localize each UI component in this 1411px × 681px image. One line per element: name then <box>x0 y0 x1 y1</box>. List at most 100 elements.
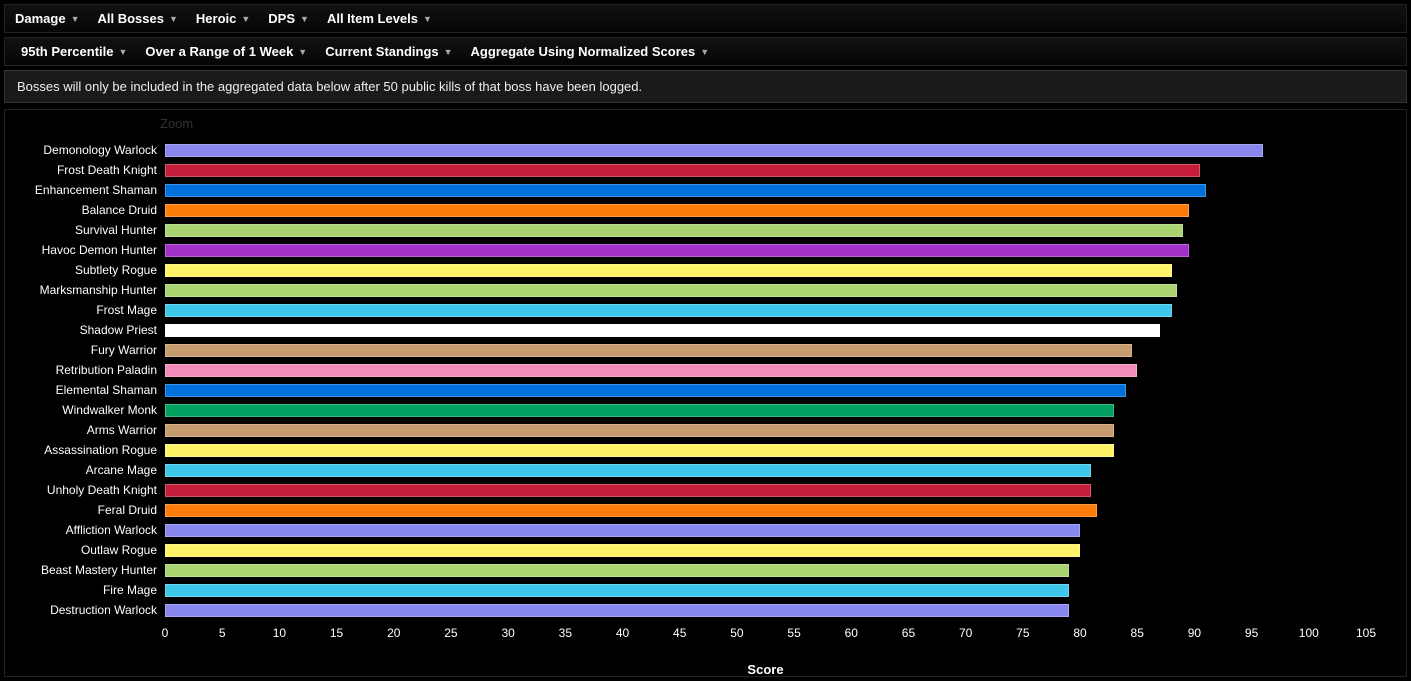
x-axis-tick: 0 <box>162 626 169 640</box>
y-axis-label: Assassination Rogue <box>5 440 165 460</box>
x-axis-tick: 55 <box>787 626 800 640</box>
x-axis-tick: 20 <box>387 626 400 640</box>
chart-bar[interactable] <box>165 384 1126 397</box>
bar-row <box>165 440 1366 460</box>
chart-bar[interactable] <box>165 604 1069 617</box>
chart-bar[interactable] <box>165 164 1200 177</box>
bar-row <box>165 480 1366 500</box>
chart-bar[interactable] <box>165 584 1069 597</box>
y-axis-label: Havoc Demon Hunter <box>5 240 165 260</box>
bar-row <box>165 460 1366 480</box>
y-axis-label: Unholy Death Knight <box>5 480 165 500</box>
bar-row <box>165 420 1366 440</box>
chart-bar[interactable] <box>165 404 1114 417</box>
filter-dropdown[interactable]: DPS ▼ <box>268 11 309 26</box>
filter-label: All Bosses <box>98 11 164 26</box>
chart-bar[interactable] <box>165 284 1177 297</box>
chart-bar[interactable] <box>165 444 1114 457</box>
bar-row <box>165 600 1366 620</box>
bar-row <box>165 240 1366 260</box>
chevron-down-icon: ▼ <box>444 47 453 57</box>
y-axis-label: Arcane Mage <box>5 460 165 480</box>
filter-bar-1: Damage▼All Bosses▼Heroic▼DPS▼All Item Le… <box>4 4 1407 33</box>
chevron-down-icon: ▼ <box>241 14 250 24</box>
x-axis-tick: 45 <box>673 626 686 640</box>
filter-label: 95th Percentile <box>21 44 114 59</box>
y-axis-label: Demonology Warlock <box>5 140 165 160</box>
x-axis-tick: 60 <box>845 626 858 640</box>
chart-bar[interactable] <box>165 564 1069 577</box>
filter-dropdown[interactable]: Over a Range of 1 Week▼ <box>145 44 307 59</box>
y-axis-label: Outlaw Rogue <box>5 540 165 560</box>
chart-bar[interactable] <box>165 544 1080 557</box>
chart-bar[interactable] <box>165 504 1097 517</box>
chevron-down-icon: ▼ <box>169 14 178 24</box>
filter-dropdown[interactable]: Current Standings ▼ <box>325 44 452 59</box>
y-axis-label: Destruction Warlock <box>5 600 165 620</box>
filter-label: Aggregate Using Normalized Scores <box>471 44 696 59</box>
chart-bar[interactable] <box>165 264 1172 277</box>
chart-bar[interactable] <box>165 204 1189 217</box>
y-axis-label: Shadow Priest <box>5 320 165 340</box>
x-axis-tick: 65 <box>902 626 915 640</box>
x-axis-tick: 5 <box>219 626 226 640</box>
x-axis-tick: 80 <box>1073 626 1086 640</box>
chart-container: Zoom Demonology WarlockFrost Death Knigh… <box>4 109 1407 677</box>
chart-bar[interactable] <box>165 524 1080 537</box>
filter-dropdown[interactable]: All Item Levels ▼ <box>327 11 432 26</box>
info-banner: Bosses will only be included in the aggr… <box>4 70 1407 103</box>
chevron-down-icon: ▼ <box>119 47 128 57</box>
chart-bar[interactable] <box>165 424 1114 437</box>
filter-dropdown[interactable]: Aggregate Using Normalized Scores▼ <box>471 44 710 59</box>
chart-bar[interactable] <box>165 224 1183 237</box>
filter-dropdown[interactable]: Damage▼ <box>15 11 80 26</box>
chart-bar[interactable] <box>165 484 1091 497</box>
y-axis-label: Survival Hunter <box>5 220 165 240</box>
y-axis-label: Enhancement Shaman <box>5 180 165 200</box>
chart-bar[interactable] <box>165 364 1137 377</box>
chevron-down-icon: ▼ <box>298 47 307 57</box>
chevron-down-icon: ▼ <box>300 14 309 24</box>
filter-label: Current Standings <box>325 44 438 59</box>
filter-dropdown[interactable]: Heroic ▼ <box>196 11 250 26</box>
x-axis-tick: 25 <box>444 626 457 640</box>
chart-bar[interactable] <box>165 184 1206 197</box>
bar-row <box>165 380 1366 400</box>
filter-label: Heroic <box>196 11 236 26</box>
chart-bar[interactable] <box>165 324 1160 337</box>
chart-bar[interactable] <box>165 244 1189 257</box>
bar-row <box>165 260 1366 280</box>
x-axis-tick: 95 <box>1245 626 1258 640</box>
chart-bar[interactable] <box>165 464 1091 477</box>
x-axis-tick: 70 <box>959 626 972 640</box>
chevron-down-icon: ▼ <box>423 14 432 24</box>
bar-row <box>165 560 1366 580</box>
bar-row <box>165 340 1366 360</box>
chart-bar[interactable] <box>165 144 1263 157</box>
chevron-down-icon: ▼ <box>71 14 80 24</box>
plot-area: 0510152025303540455055606570758085909510… <box>165 120 1396 666</box>
bar-row <box>165 160 1366 180</box>
x-axis-tick: 40 <box>616 626 629 640</box>
filter-bar-2: 95th Percentile▼Over a Range of 1 Week▼C… <box>4 37 1407 66</box>
chart-bar[interactable] <box>165 344 1132 357</box>
y-axis-label: Affliction Warlock <box>5 520 165 540</box>
x-axis-tick: 90 <box>1188 626 1201 640</box>
y-axis-label: Retribution Paladin <box>5 360 165 380</box>
bar-row <box>165 180 1366 200</box>
bar-row <box>165 360 1366 380</box>
y-axis-label: Frost Mage <box>5 300 165 320</box>
y-axis-label: Feral Druid <box>5 500 165 520</box>
x-axis-ticks: 0510152025303540455055606570758085909510… <box>165 626 1366 644</box>
filter-label: DPS <box>268 11 295 26</box>
x-axis-tick: 15 <box>330 626 343 640</box>
bar-row <box>165 520 1366 540</box>
filter-dropdown[interactable]: All Bosses ▼ <box>98 11 178 26</box>
filter-dropdown[interactable]: 95th Percentile ▼ <box>21 44 127 59</box>
filter-label: All Item Levels <box>327 11 418 26</box>
x-axis-tick: 35 <box>559 626 572 640</box>
y-axis-label: Arms Warrior <box>5 420 165 440</box>
x-axis-tick: 105 <box>1356 626 1376 640</box>
chart-bar[interactable] <box>165 304 1172 317</box>
bar-row <box>165 140 1366 160</box>
